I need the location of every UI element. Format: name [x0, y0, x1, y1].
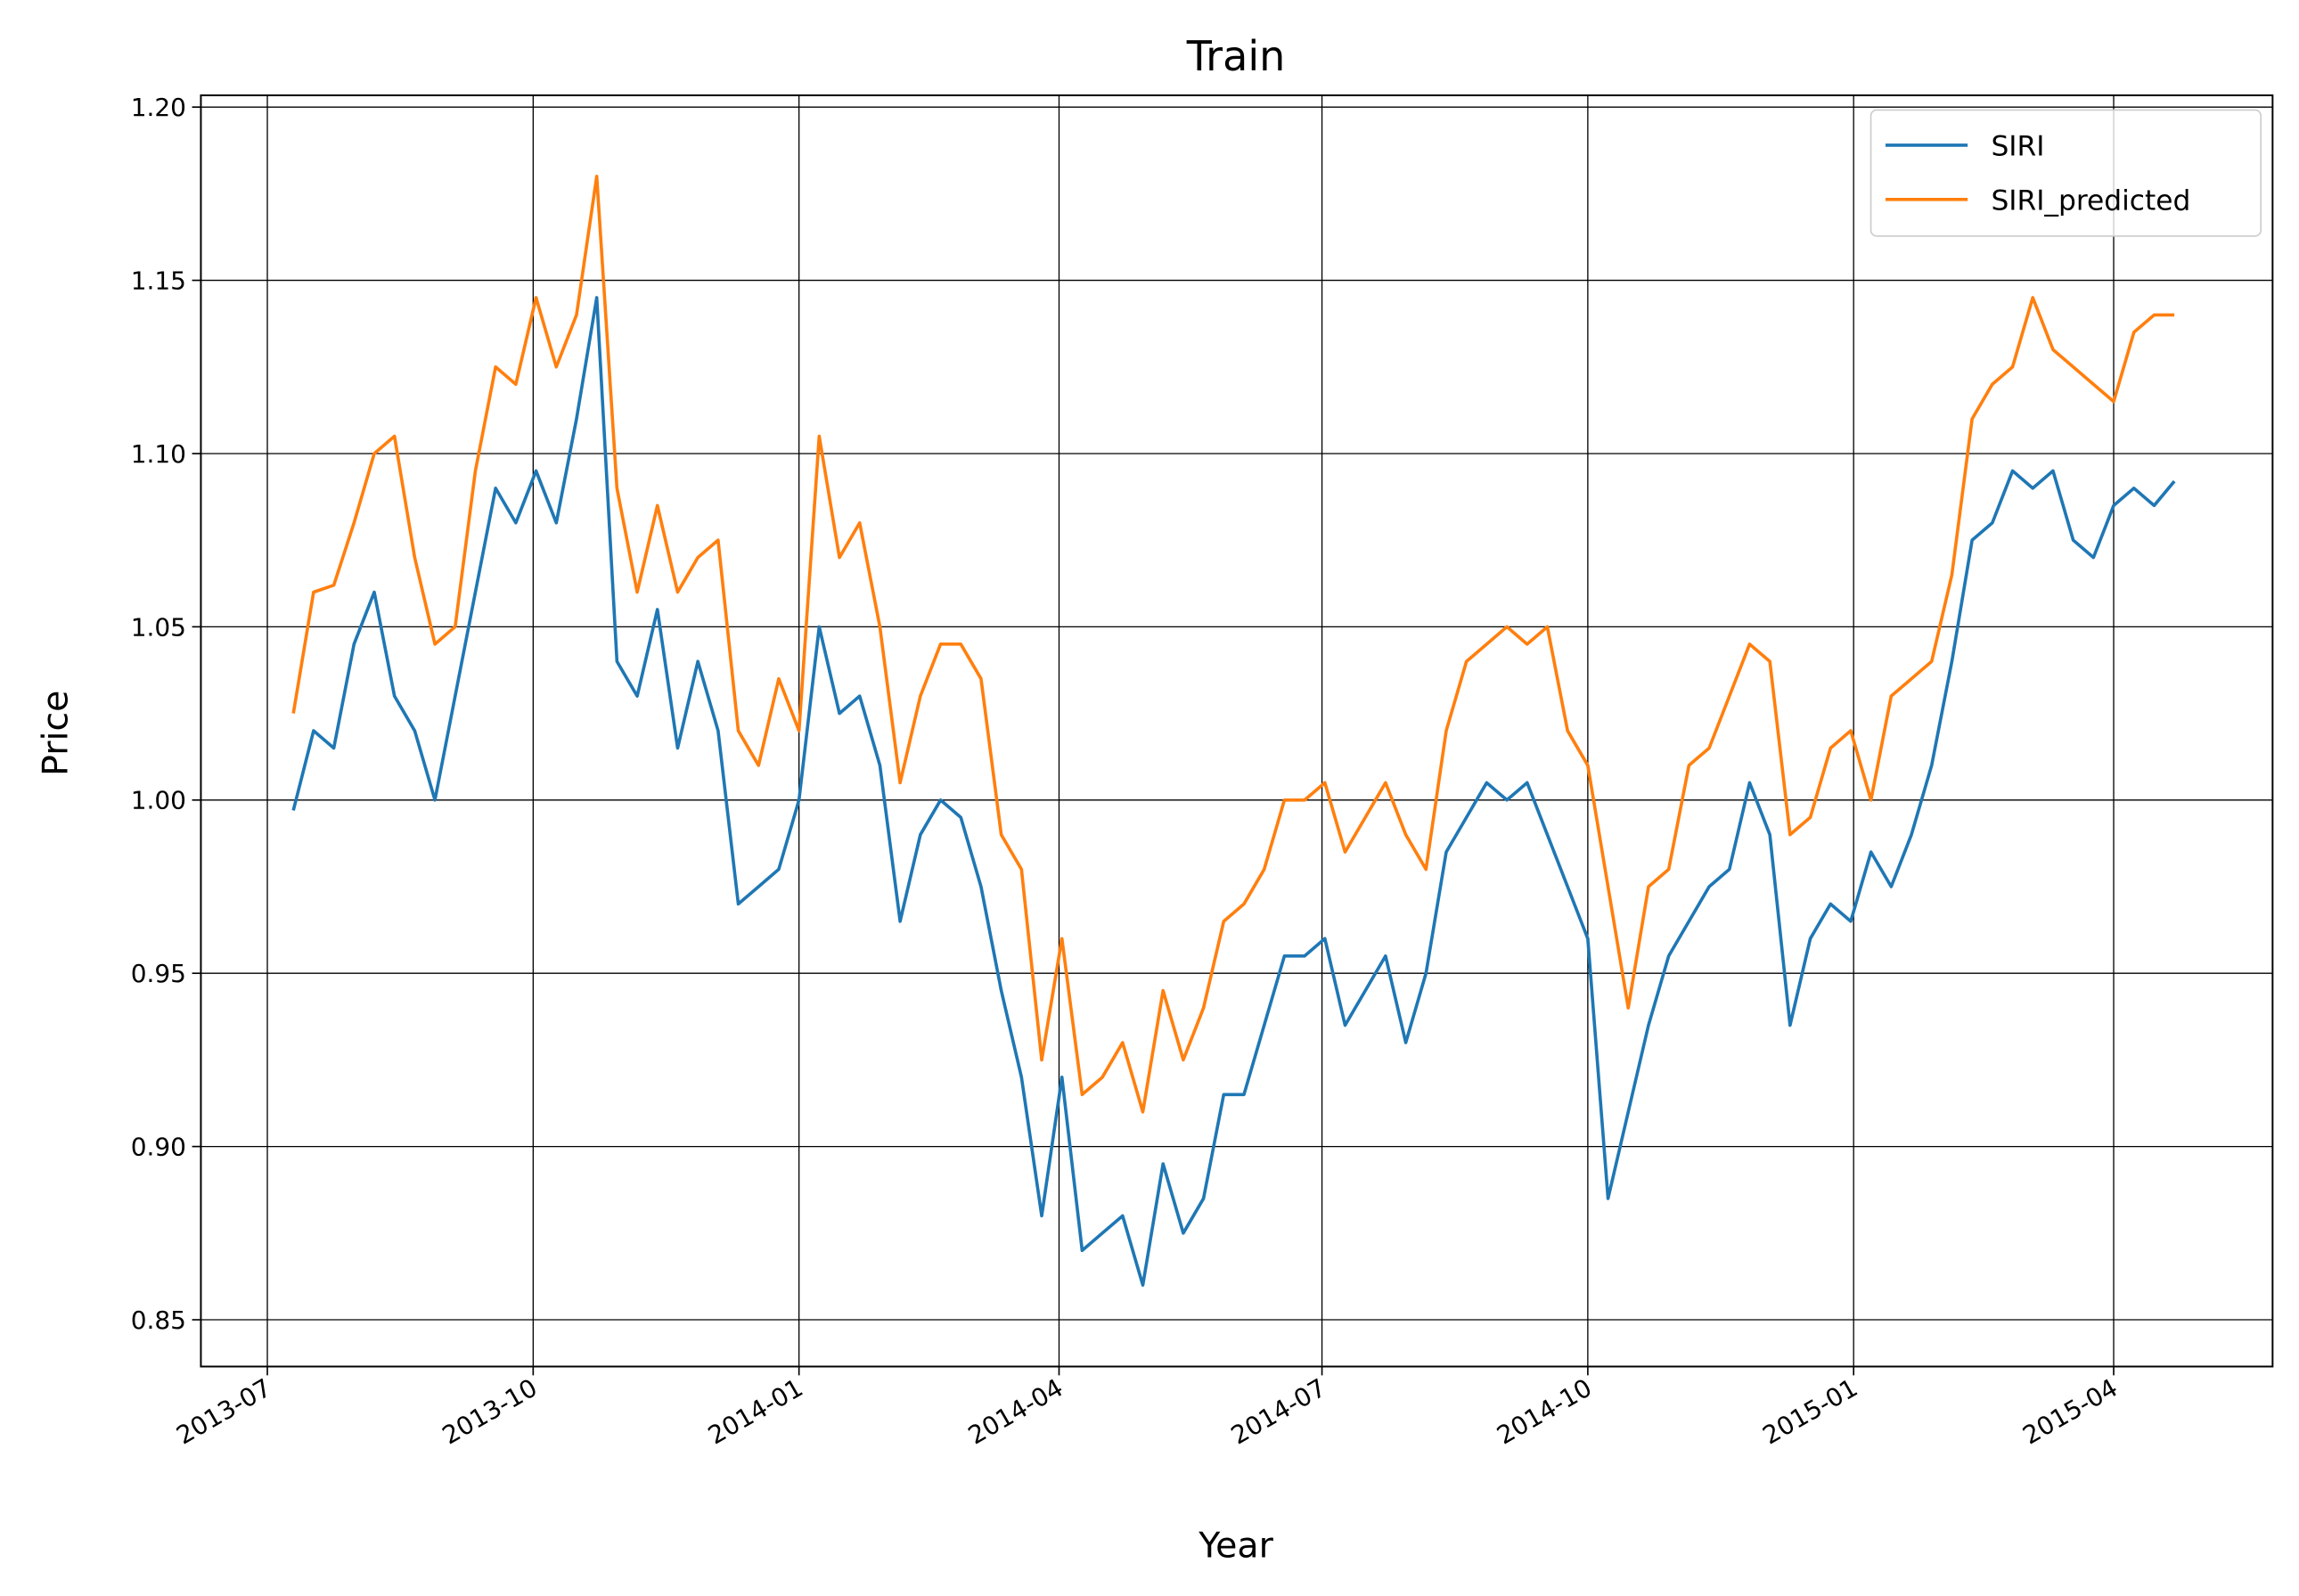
- x-tick-label: 2014-01: [703, 1373, 808, 1451]
- grid: [200, 94, 2273, 1367]
- legend: SIRI SIRI_predicted: [1869, 109, 2262, 237]
- y-tick-label: 0.85: [131, 1305, 186, 1335]
- series-line: [291, 175, 2175, 1114]
- legend-label: SIRI: [1991, 130, 2044, 162]
- x-tick-label: 2014-10: [1492, 1373, 1597, 1451]
- plot-frame: [200, 94, 2274, 1368]
- y-tick-label: 1.20: [131, 93, 186, 122]
- y-tick-label: 0.95: [131, 959, 186, 988]
- legend-box: [1869, 109, 2262, 237]
- y-tick-label: 1.00: [131, 786, 186, 815]
- series-line: [291, 296, 2176, 1287]
- y-tick-label: 1.10: [131, 439, 186, 469]
- y-tick-label: 1.05: [131, 612, 186, 642]
- x-tick-label: 2015-04: [2017, 1373, 2123, 1451]
- y-tick-label: 0.90: [131, 1132, 186, 1161]
- y-axis-label: Price: [36, 691, 77, 776]
- x-tick-label: 2014-07: [1226, 1373, 1331, 1451]
- legend-label: SIRI_predicted: [1991, 184, 2190, 217]
- chart-title: Train: [1186, 32, 1286, 80]
- x-tick-label: 2015-01: [1758, 1373, 1863, 1451]
- x-tick-label: 2013-07: [171, 1373, 276, 1451]
- x-axis-label: Year: [1198, 1525, 1273, 1566]
- x-tick-label: 2013-10: [438, 1373, 543, 1451]
- y-tick-label: 1.15: [131, 266, 186, 295]
- x-tick-label: 2014-04: [963, 1373, 1068, 1451]
